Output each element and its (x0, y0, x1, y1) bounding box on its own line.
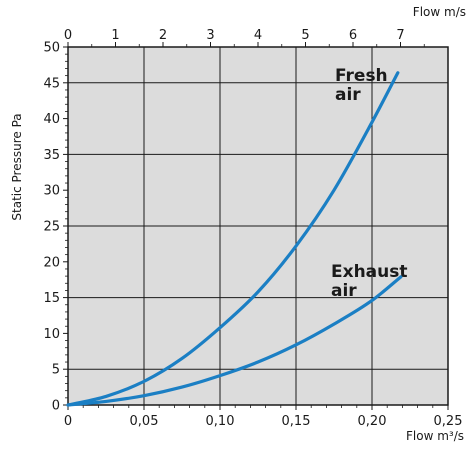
y-tick-label: 0 (52, 399, 60, 414)
axes (63, 42, 449, 410)
y-tick-label: 10 (43, 327, 60, 342)
y-tick-label: 25 (43, 220, 60, 235)
x-axis-title: Flow m³/s (406, 429, 464, 443)
x-tick-label: 0,05 (130, 414, 159, 429)
series-lines (66, 71, 403, 407)
x-tick-label: 0,15 (282, 414, 311, 429)
x-tick-label: 0,10 (206, 414, 235, 429)
x-tick-label: 0,25 (434, 414, 463, 429)
x2-tick-label: 1 (111, 28, 119, 43)
x2-tick-label: 7 (396, 28, 404, 43)
y-tick-label: 15 (43, 291, 60, 306)
x2-axis-title: Flow m/s (413, 5, 466, 19)
y-tick-label: 50 (43, 41, 60, 56)
annotation-fresh-air-line1: Fresh (335, 66, 388, 86)
x2-tick-label: 4 (254, 28, 262, 43)
y-tick-label: 40 (43, 112, 60, 127)
annotation-fresh-air-line2: air (335, 85, 361, 105)
y-tick-label: 45 (43, 76, 60, 91)
series-fresh-air-line (66, 71, 400, 407)
series-exhaust-air-line (66, 275, 403, 407)
x2-tick-label: 0 (64, 28, 72, 43)
y-tick-label: 20 (43, 255, 60, 270)
x2-tick-label: 3 (206, 28, 214, 43)
x2-tick-label: 5 (301, 28, 309, 43)
annotation-exhaust-air-line2: air (331, 281, 357, 301)
x-tick-label: 0 (64, 414, 72, 429)
x2-tick-label: 2 (159, 28, 167, 43)
grid-lines (68, 47, 448, 405)
y-axis-title: Static Pressure Pa (10, 113, 24, 220)
x-tick-label: 0,20 (358, 414, 387, 429)
y-tick-label: 5 (52, 363, 60, 378)
y-tick-label: 30 (43, 184, 60, 199)
annotation-exhaust-air-line1: Exhaust (331, 262, 408, 282)
y-tick-label: 35 (43, 148, 60, 163)
x2-tick-label: 6 (349, 28, 357, 43)
